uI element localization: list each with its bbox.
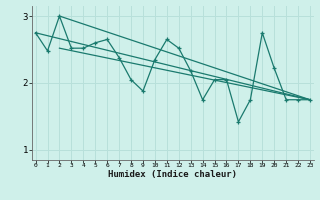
X-axis label: Humidex (Indice chaleur): Humidex (Indice chaleur) — [108, 170, 237, 179]
